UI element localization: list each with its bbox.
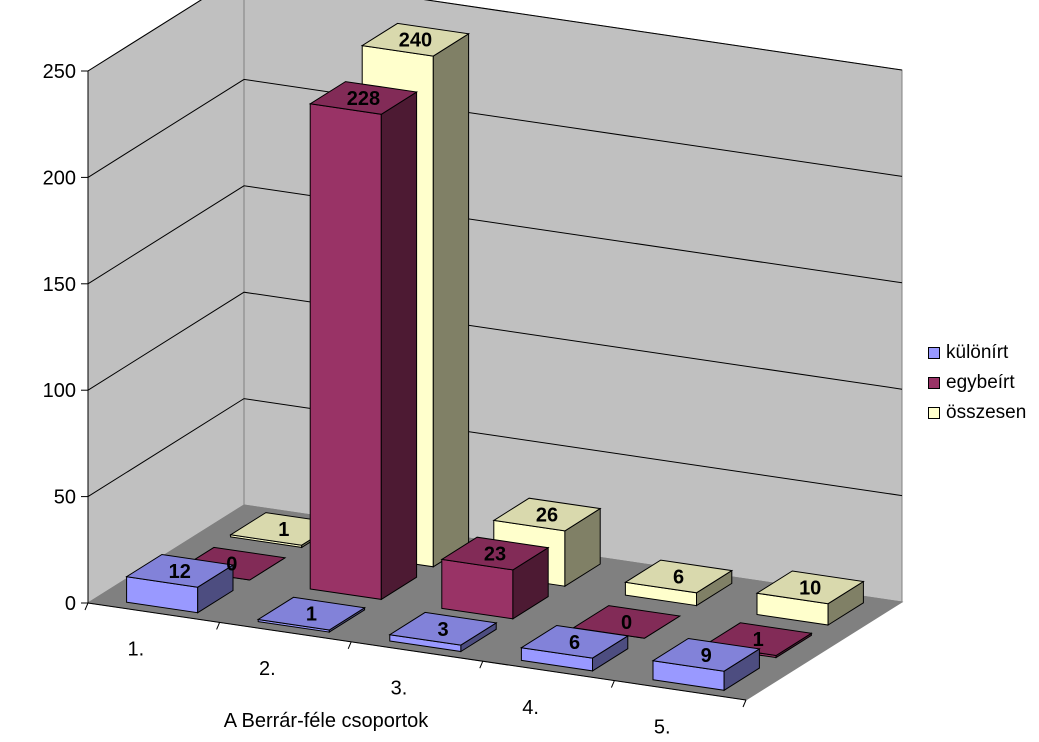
chart-bars bbox=[125, 22, 865, 692]
data-label-osszesen-3: 26 bbox=[536, 505, 558, 527]
bar-kulonirt-5 bbox=[651, 637, 761, 692]
bar-top-face bbox=[388, 611, 498, 646]
chart-data-labels: 1 240 26 6 10 0 228 23 0 1 12 1 3 6 9 bbox=[169, 30, 822, 667]
bar-top-face bbox=[360, 22, 471, 57]
x-tick-mark bbox=[84, 602, 89, 611]
data-label-kulonirt-3: 3 bbox=[437, 619, 448, 641]
legend-item-kulonirt: különírt bbox=[928, 338, 1034, 368]
x-tick-label: 5. bbox=[654, 716, 671, 737]
legend-label-kulonirt: különírt bbox=[946, 342, 1009, 363]
bar-kulonirt-2 bbox=[256, 596, 367, 634]
data-label-kulonirt-4: 6 bbox=[569, 632, 580, 654]
legend-item-egybeirt: egybeírt bbox=[928, 368, 1034, 398]
gridline bbox=[87, 398, 903, 498]
bar-kulonirt-3 bbox=[388, 611, 498, 653]
data-label-kulonirt-1: 12 bbox=[169, 561, 191, 583]
bar-side-face bbox=[432, 32, 470, 568]
bar-side-face bbox=[380, 91, 418, 601]
gridline bbox=[87, 291, 903, 391]
x-tick-mark bbox=[610, 680, 615, 688]
gridline bbox=[87, 0, 903, 72]
data-label-egybeirt-4: 0 bbox=[621, 612, 632, 634]
data-label-osszesen-2: 240 bbox=[399, 30, 432, 52]
bar-egybeirt-2 bbox=[308, 81, 419, 601]
bar-kulonirt-4 bbox=[519, 624, 630, 672]
x-tick-label: 1. bbox=[127, 639, 144, 661]
bar-top-face bbox=[308, 81, 419, 115]
data-label-egybeirt-5: 1 bbox=[753, 629, 764, 651]
bar-osszesen-5 bbox=[755, 570, 865, 626]
data-label-egybeirt-1: 0 bbox=[226, 554, 237, 576]
bar-osszesen-4 bbox=[623, 559, 734, 607]
bar-front-face bbox=[309, 103, 382, 600]
bar-kulonirt-1 bbox=[125, 553, 235, 614]
y-tick-label: 150 bbox=[43, 274, 76, 296]
bar-top-face bbox=[623, 559, 734, 594]
bar-top-face bbox=[440, 536, 550, 571]
x-tick-label: 4. bbox=[522, 697, 539, 719]
y-tick-label: 250 bbox=[43, 61, 76, 83]
x-tick-mark bbox=[216, 622, 221, 630]
gridline bbox=[87, 78, 903, 178]
bar-top-face bbox=[492, 497, 602, 532]
x-tick-mark bbox=[479, 661, 484, 669]
bar-top-face bbox=[755, 570, 865, 605]
gridline bbox=[87, 185, 903, 285]
data-label-kulonirt-5: 9 bbox=[701, 645, 712, 667]
legend-swatch-egybeirt bbox=[928, 377, 940, 389]
data-label-egybeirt-3: 23 bbox=[484, 544, 506, 566]
legend-label-egybeirt: egybeírt bbox=[946, 372, 1015, 393]
x-tick-label: 2. bbox=[259, 658, 276, 680]
y-tick-label: 100 bbox=[43, 380, 76, 402]
data-label-egybeirt-2: 228 bbox=[347, 88, 380, 110]
legend: különírt egybeírt összesen bbox=[928, 338, 1034, 428]
x-axis-title: A Berrár-féle csoportok bbox=[224, 710, 430, 732]
legend-swatch-osszesen bbox=[928, 407, 940, 419]
bar-top-face bbox=[125, 553, 235, 588]
y-tick-label: 0 bbox=[65, 593, 76, 615]
bar-top-face bbox=[519, 624, 630, 659]
x-tick-mark bbox=[347, 641, 352, 649]
data-label-osszesen-5: 10 bbox=[799, 577, 821, 599]
y-tick-label: 50 bbox=[54, 487, 76, 509]
data-label-osszesen-1: 1 bbox=[278, 519, 289, 541]
data-label-kulonirt-2: 1 bbox=[306, 604, 317, 626]
bar-egybeirt-3 bbox=[440, 536, 550, 620]
legend-label-osszesen: összesen bbox=[946, 402, 1027, 423]
legend-item-osszesen: összesen bbox=[928, 398, 1034, 428]
y-tick-label: 200 bbox=[43, 167, 76, 189]
x-axis-line bbox=[87, 602, 747, 701]
side-wall bbox=[87, 0, 245, 604]
bar-top-face bbox=[651, 637, 761, 672]
data-label-osszesen-4: 6 bbox=[673, 566, 684, 588]
x-tick-label: 3. bbox=[391, 678, 408, 700]
bar-top-face bbox=[256, 596, 367, 631]
x-tick-mark bbox=[742, 699, 747, 708]
legend-swatch-kulonirt bbox=[928, 347, 940, 359]
